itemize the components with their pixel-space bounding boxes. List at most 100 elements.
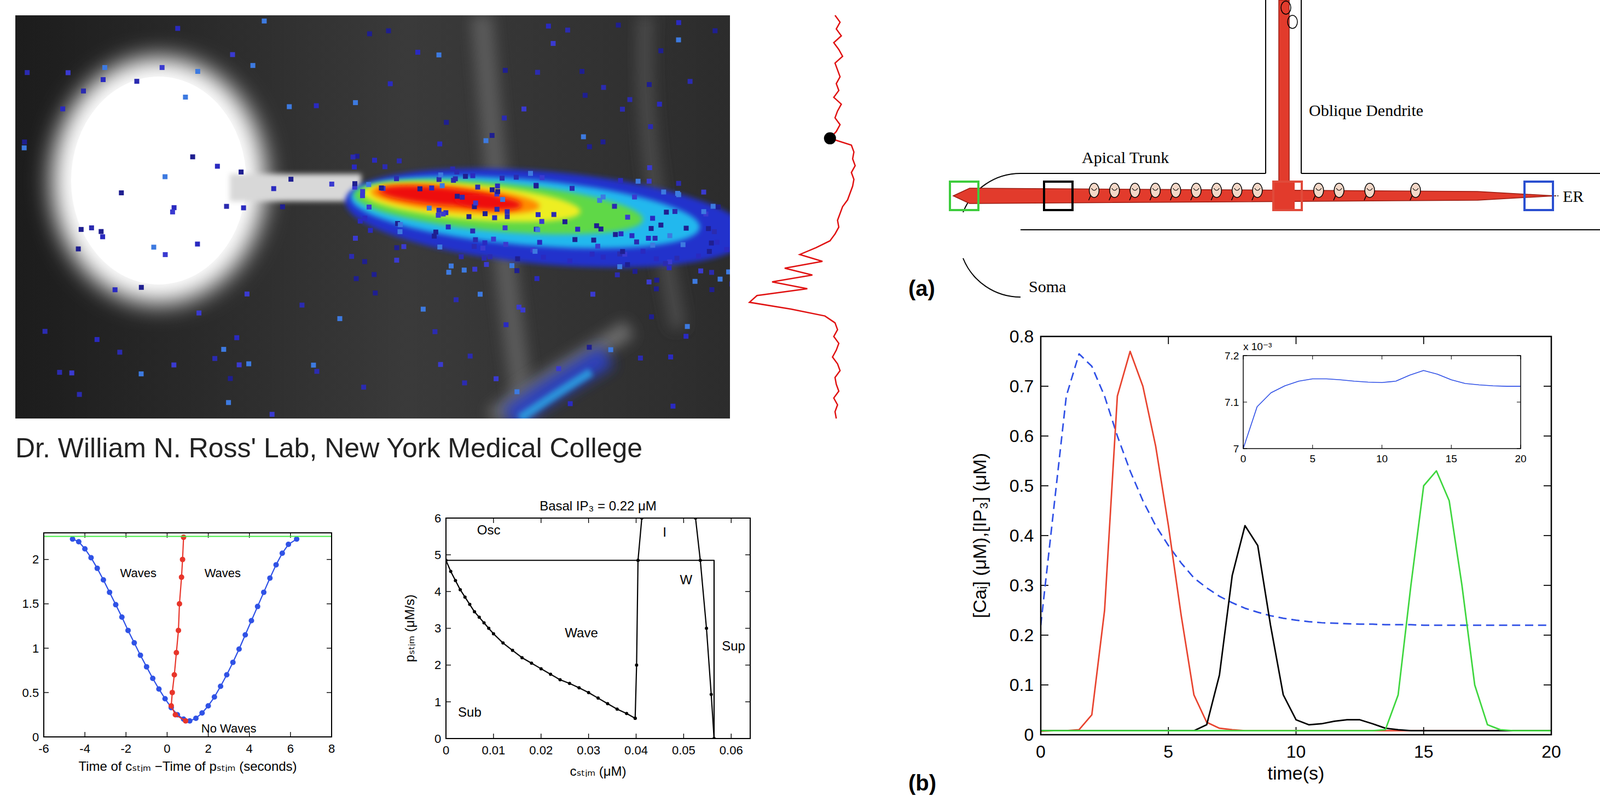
y-tick [745,664,751,666]
series-line [1040,525,1552,732]
y-tick [745,701,751,703]
label: Soma [1028,277,1066,296]
pixel [441,211,446,217]
pixel [653,256,659,262]
spine-detail [1366,188,1373,191]
pixel [615,272,620,278]
y-tick-label: 3 [434,621,442,636]
series-marker [76,538,82,545]
pixel [481,256,487,262]
y-tick [1243,401,1248,403]
label: Apical Trunk [1081,148,1169,167]
pixel [712,28,718,34]
pixel [269,412,275,417]
series-marker [261,589,267,596]
series-marker [467,603,472,607]
x-tick [635,518,637,524]
y-tick [1543,535,1552,537]
pixel [261,18,267,24]
pixel [360,193,365,199]
pixel [429,185,434,191]
y-tick-label: 2 [434,658,442,672]
signal-layer [351,170,646,245]
label: Oblique Dendrite [1308,101,1424,120]
chart: -6-4-20246800.511.52WavesWavesNo WavesTi… [22,532,336,774]
pixel [171,205,177,211]
pixel [632,194,637,200]
x-tick-label: 0.02 [529,743,553,758]
x-tick-label: 5 [1163,741,1174,762]
pixel [366,204,372,210]
pixel [190,154,196,160]
y-tick-label: 0.8 [1009,326,1034,347]
branch [492,328,630,419]
photo [15,15,730,419]
x-axis-title: time(s) [1267,762,1325,784]
pixel [627,97,633,103]
series-marker [248,618,254,624]
x-tick [493,733,494,739]
spine [1211,183,1222,198]
plot-frame [1243,355,1521,449]
pixel [619,106,625,112]
pixel [535,212,541,218]
pixel [701,189,707,195]
pixel [371,271,377,277]
y-tick-label: 2 [32,552,39,567]
pixel [670,403,676,409]
pixel [658,222,664,228]
y-tick [1543,435,1552,437]
plot-area [1243,370,1521,449]
pixel [470,228,475,234]
plot-area [1040,351,1552,732]
plot-frame [445,518,751,739]
pixel [687,78,693,84]
pixel [477,291,483,297]
pixel [470,173,476,179]
series-line [1040,471,1552,732]
series-marker [458,588,462,592]
series-marker [169,690,176,696]
pixel [581,134,587,140]
pixel [569,186,575,191]
pixel [454,169,460,175]
x-tick-label: 0.03 [576,743,601,758]
y-tick [445,701,451,703]
pixel [77,392,83,398]
series-marker [230,659,236,666]
pixel [495,189,501,195]
pixel [587,144,593,150]
pixel [709,269,715,275]
pixel [539,175,545,181]
spine-detail [1152,188,1158,191]
pixel [650,216,655,222]
x-tick [540,518,542,524]
pixel [565,27,571,33]
x-tick [635,733,637,739]
spine-detail [1412,188,1419,191]
x-tick [248,532,250,538]
series-marker [176,601,183,607]
pixel [100,77,106,83]
series-marker [633,716,637,721]
series-marker [242,632,248,639]
x-axis-title: Time of cₛₜᵢₘ −Time of pₛₜᵢₘ (seconds) [78,758,297,774]
pixel [151,244,157,250]
series-marker [137,652,144,659]
series-marker [155,686,162,692]
series-marker [511,648,515,653]
pixel [535,227,541,233]
pixel [625,215,631,220]
y-tick-label: 1 [32,641,39,656]
pixel [658,48,664,54]
pixel [212,356,218,362]
x-tick-label: 0 [163,741,171,756]
trunk-wall [1020,172,1266,175]
series-marker [615,707,619,711]
caption: Dr. William N. Ross' Lab, New York Medic… [15,432,643,464]
pixel [514,256,520,262]
spine [1252,183,1263,198]
spine [1280,1,1291,15]
pixel [717,276,723,282]
pixel [667,259,672,265]
